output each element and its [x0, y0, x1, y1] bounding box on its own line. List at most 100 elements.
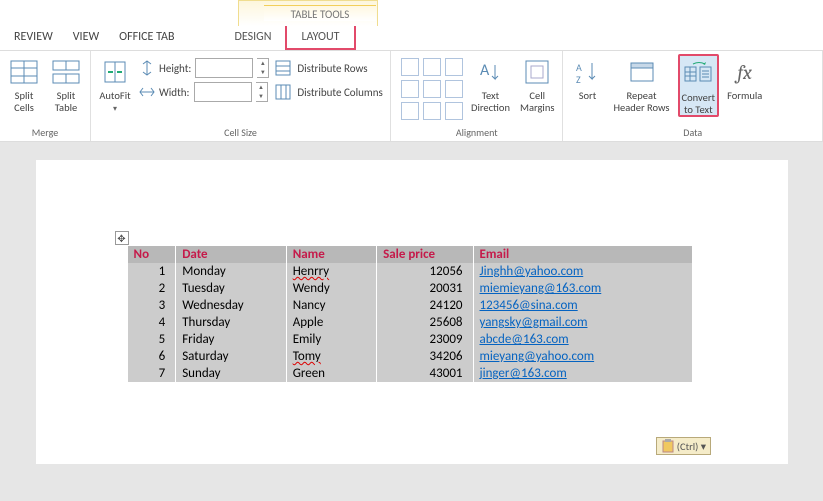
- table-cell: 5: [128, 331, 176, 348]
- table-cell: Tuesday: [176, 280, 286, 297]
- tab-review[interactable]: REVIEW: [14, 30, 53, 44]
- email-link[interactable]: Jinghh@yahoo.com: [480, 264, 584, 279]
- width-input[interactable]: [194, 82, 252, 102]
- email-link[interactable]: mieyang@yahoo.com: [480, 349, 595, 364]
- alignment-grid[interactable]: [397, 54, 463, 120]
- group-data-label: Data: [569, 124, 816, 139]
- table-cell: Emily: [286, 331, 376, 348]
- repeat-headers-button[interactable]: RepeatHeader Rows: [611, 54, 671, 113]
- group-merge-label: Merge: [6, 124, 84, 139]
- tab-office[interactable]: OFFICE TAB: [119, 30, 174, 44]
- table-row[interactable]: 2TuesdayWendy20031miemieyang@163.com: [128, 280, 693, 297]
- distribute-rows-button[interactable]: Distribute Rows: [275, 60, 382, 76]
- sort-label: Sort: [579, 90, 597, 102]
- sort-button[interactable]: AZ Sort: [569, 54, 605, 102]
- split-table-label: SplitTable: [55, 90, 77, 113]
- text-direction-button[interactable]: A TextDirection: [469, 54, 512, 113]
- table-cell: Thursday: [176, 314, 286, 331]
- table-cell: Tomy: [286, 348, 376, 365]
- repeat-headers-icon: [626, 56, 658, 88]
- table-cell: 34206: [377, 348, 473, 365]
- convert-to-text-button[interactable]: Convertto Text: [678, 54, 720, 117]
- clipboard-icon: [661, 439, 675, 453]
- table-cell: Monday: [176, 263, 286, 280]
- convert-icon: [682, 58, 714, 90]
- table-cell: 123456@sina.com: [473, 297, 692, 314]
- distribute-cols-button[interactable]: Distribute Columns: [275, 84, 382, 100]
- split-cells-icon: [8, 56, 40, 88]
- table-row[interactable]: 3WednesdayNancy24120123456@sina.com: [128, 297, 693, 314]
- group-alignment: A TextDirection CellMargins Alignment: [391, 51, 563, 141]
- email-link[interactable]: abcde@163.com: [480, 332, 569, 347]
- autofit-label: AutoFit: [99, 89, 130, 102]
- table-cell: Apple: [286, 314, 376, 331]
- split-cells-button[interactable]: SplitCells: [6, 54, 42, 113]
- data-table[interactable]: NoDateNameSale priceEmail 1MondayHenrry1…: [128, 246, 693, 382]
- table-cell: 25608: [377, 314, 473, 331]
- table-move-handle-icon[interactable]: ✥: [115, 231, 129, 245]
- table-row[interactable]: 5FridayEmily23009 abcde@163.com: [128, 331, 693, 348]
- formula-label: Formula: [727, 90, 762, 102]
- group-merge: SplitCells SplitTable Merge: [0, 51, 91, 141]
- table-cell: jinger@163.com: [473, 365, 692, 382]
- distribute-cols-icon: [275, 84, 291, 100]
- table-row[interactable]: 6SaturdayTomy34206 mieyang@yahoo.com: [128, 348, 693, 365]
- table-cell: Saturday: [176, 348, 286, 365]
- cell-margins-button[interactable]: CellMargins: [518, 54, 557, 113]
- col-header: Name: [286, 246, 376, 263]
- table-row[interactable]: 7SundayGreen43001 jinger@163.com: [128, 365, 693, 382]
- table-cell: Green: [286, 365, 376, 382]
- context-tabs: DESIGN LAYOUT: [220, 24, 355, 50]
- distribute-rows-icon: [275, 60, 291, 76]
- formula-icon: fx: [729, 56, 761, 88]
- table-cell: 23009: [377, 331, 473, 348]
- table-cell: 43001: [377, 365, 473, 382]
- table-cell: Nancy: [286, 297, 376, 314]
- table-cell: 12056: [377, 263, 473, 280]
- page[interactable]: ✥ NoDateNameSale priceEmail 1MondayHenrr…: [36, 160, 788, 464]
- table-cell: 2: [128, 280, 176, 297]
- group-cellsize-label: Cell Size: [97, 124, 384, 139]
- ctrl-label: (Ctrl) ▾: [677, 440, 706, 453]
- paste-options-button[interactable]: (Ctrl) ▾: [656, 437, 711, 455]
- col-header: No: [128, 246, 176, 263]
- email-link[interactable]: 123456@sina.com: [480, 298, 578, 313]
- svg-text:Z: Z: [576, 73, 581, 85]
- autofit-button[interactable]: AutoFit▾: [97, 54, 133, 113]
- table-cell: miemieyang@163.com: [473, 280, 692, 297]
- ribbon-toolbar: SplitCells SplitTable Merge AutoFit▾ Hei…: [0, 50, 823, 142]
- table-row[interactable]: 4ThursdayApple25608yangsky@gmail.com: [128, 314, 693, 331]
- width-spinner[interactable]: ▲▼: [256, 82, 268, 102]
- email-link[interactable]: miemieyang@163.com: [480, 281, 602, 296]
- table-cell: 7: [128, 365, 176, 382]
- group-cellsize: AutoFit▾ Height: ▲▼ Width: ▲▼: [91, 51, 391, 141]
- table-row[interactable]: 1MondayHenrry12056Jinghh@yahoo.com: [128, 263, 693, 280]
- email-link[interactable]: yangsky@gmail.com: [480, 315, 588, 330]
- text-direction-icon: A: [474, 56, 506, 88]
- width-label: Width:: [159, 86, 190, 99]
- table-cell: 6: [128, 348, 176, 365]
- tab-view[interactable]: VIEW: [73, 30, 99, 44]
- height-spinner[interactable]: ▲▼: [257, 58, 269, 78]
- height-icon: [139, 60, 155, 76]
- svg-text:A: A: [480, 61, 490, 80]
- split-table-icon: [50, 56, 82, 88]
- formula-button[interactable]: fx Formula: [725, 54, 764, 102]
- tab-design[interactable]: DESIGN: [220, 26, 285, 48]
- split-cells-label: SplitCells: [14, 90, 34, 113]
- cell-margins-icon: [521, 56, 553, 88]
- distribute-rows-label: Distribute Rows: [297, 62, 367, 75]
- table-cell: Sunday: [176, 365, 286, 382]
- table-cell: abcde@163.com: [473, 331, 692, 348]
- convert-label: Convertto Text: [682, 92, 716, 115]
- autofit-icon: [99, 56, 131, 88]
- split-table-button[interactable]: SplitTable: [48, 54, 84, 113]
- table-cell: Friday: [176, 331, 286, 348]
- height-input[interactable]: [195, 58, 253, 78]
- table-cell: 1: [128, 263, 176, 280]
- tab-layout[interactable]: LAYOUT: [285, 24, 355, 50]
- cell-margins-label: CellMargins: [520, 90, 555, 113]
- table-cell: 3: [128, 297, 176, 314]
- text-direction-label: TextDirection: [471, 90, 510, 113]
- email-link[interactable]: jinger@163.com: [480, 366, 567, 381]
